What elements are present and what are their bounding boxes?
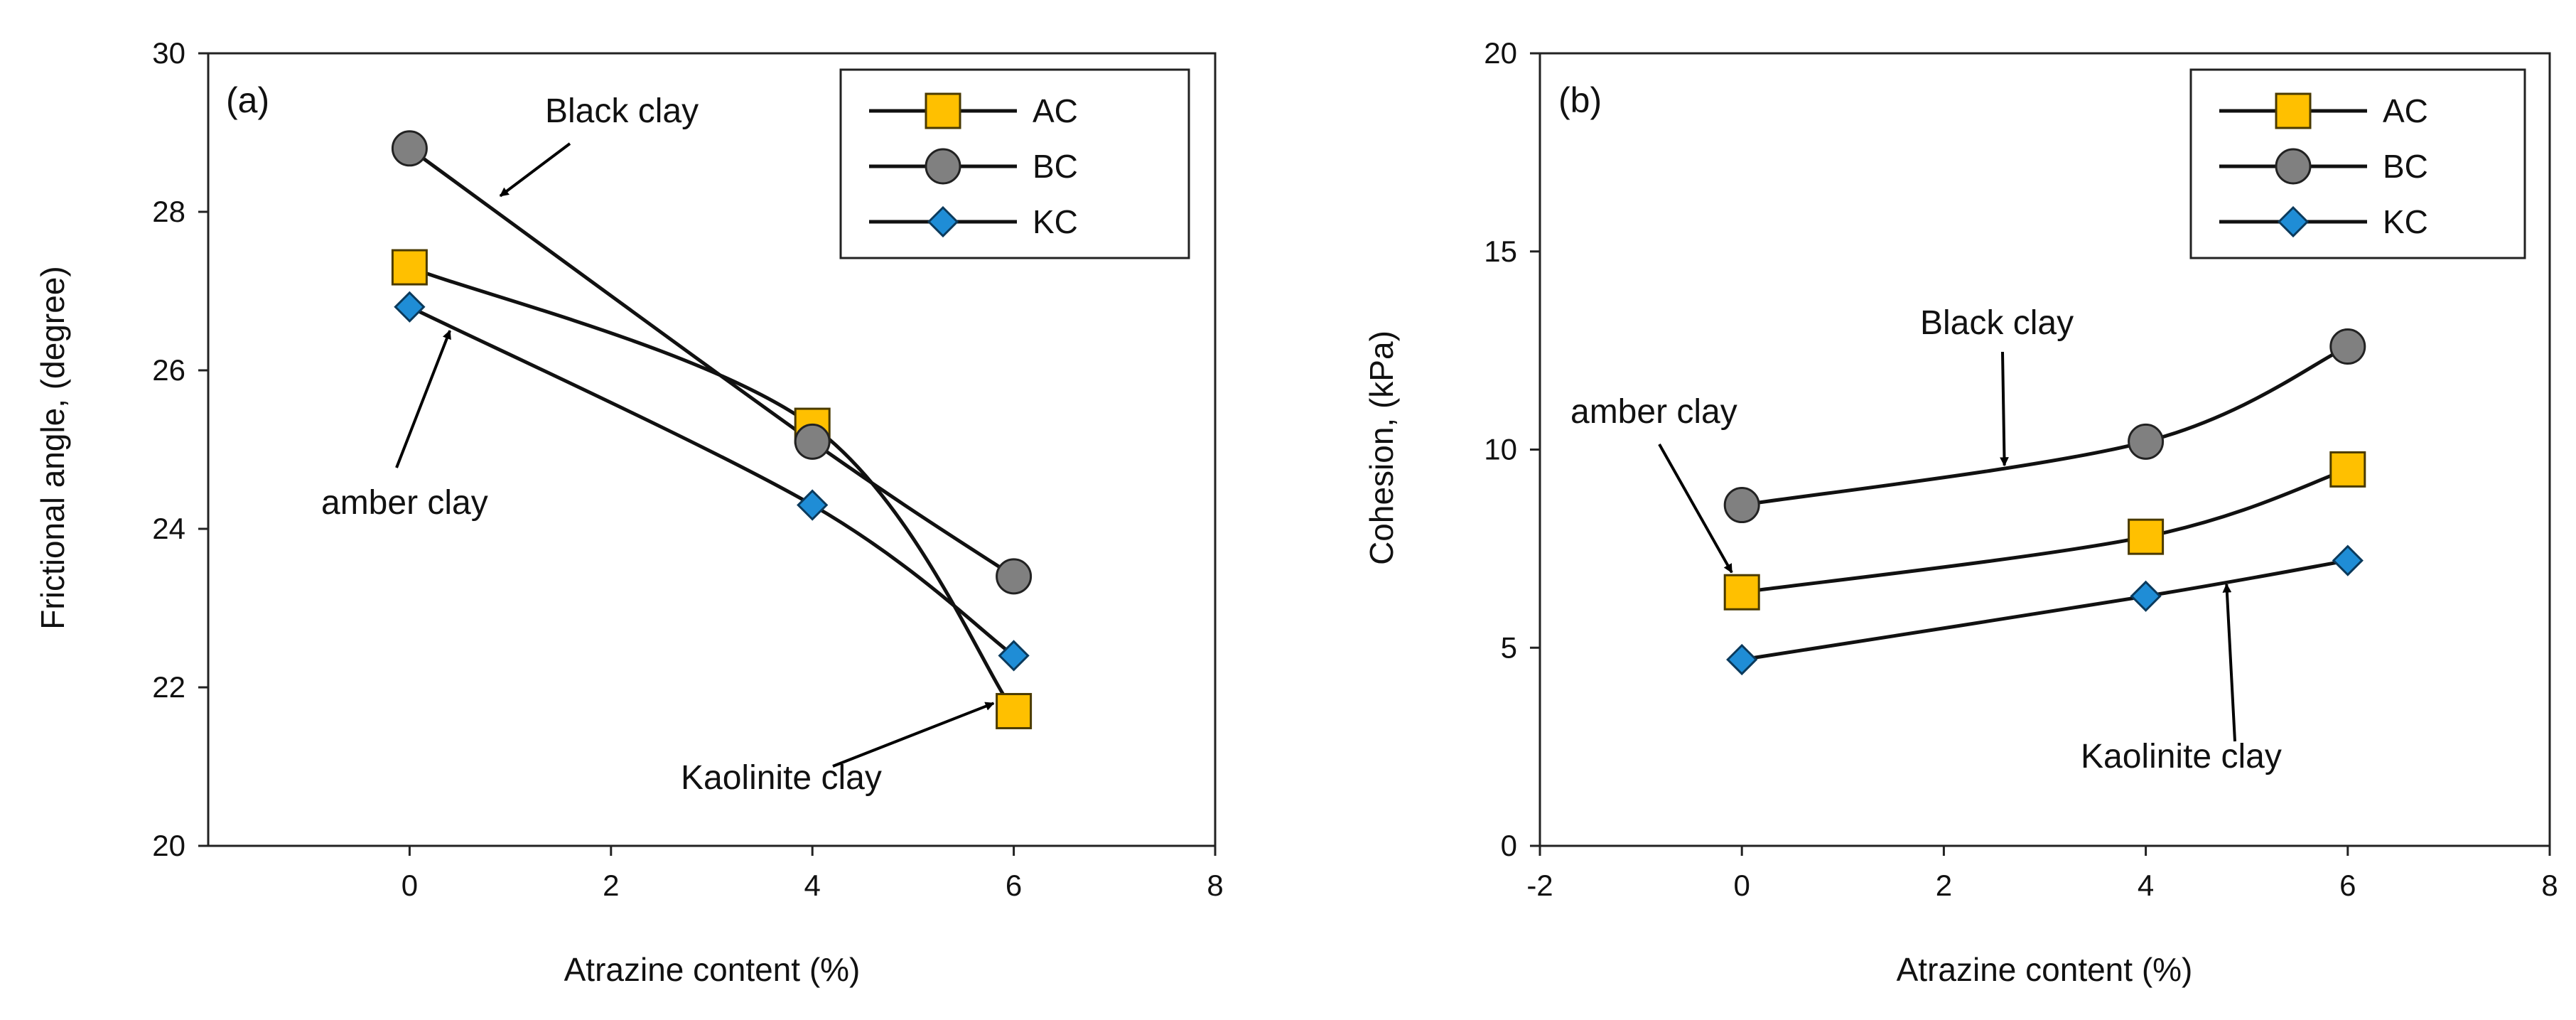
legend-label: KC [2383,203,2428,240]
x-axis-title: Atrazine content (%) [1897,951,2193,988]
legend-label: BC [2383,148,2428,185]
y-tick-label: 26 [152,353,185,387]
legend-marker-ac [925,92,961,129]
annotation-label: amber clay [1570,393,1737,431]
legend-box [839,68,1190,259]
annotation-arrow [2222,583,2236,742]
x-tick-label: 4 [2138,869,2154,902]
annotation-label: amber clay [321,484,488,522]
annotation-label: Black clay [545,92,699,130]
x-tick-label: 2 [1936,869,1952,902]
y-tick-label: 5 [1501,630,1517,664]
data-point-bc [794,423,831,460]
panel-label: (b) [1558,80,1602,120]
legend-box [2189,68,2526,259]
x-axis-title: Atrazine content (%) [564,951,861,988]
data-point-kc [1726,643,1758,676]
series-line-bc [408,146,1015,578]
x-tick-label: 0 [402,869,418,902]
legend-marker-kc [927,205,959,238]
data-point-ac [391,249,428,286]
data-point-bc [2128,423,2165,460]
legend-label: AC [2383,92,2428,129]
y-tick-label: 20 [1484,36,1517,70]
annotation-arrow [1658,444,1733,574]
data-point-kc [2130,580,2162,612]
series-line-bc [1741,345,2349,507]
x-tick-label: 0 [1734,869,1750,902]
annotation-arrow [499,142,571,198]
x-tick-label: 8 [2541,869,2558,902]
data-point-kc [2332,544,2364,576]
y-tick-label: 10 [1484,433,1517,466]
y-tick-label: 20 [152,829,185,862]
data-point-bc [391,130,428,167]
series-line-kc [1741,559,2349,662]
annotation-arrow [2000,351,2009,467]
series-line-kc [409,305,1015,657]
y-axis-title: Frictional angle, (degree) [34,266,71,629]
data-point-ac [2329,451,2366,488]
legend-marker-ac [2275,92,2312,129]
legend-label: KC [1033,203,1078,240]
panel-b: 0 5 10 15 20 -2 0 2 4 6 8 (b) Atrazine content (%) Co… [1363,36,2558,988]
data-point-ac [2128,518,2165,555]
legend-label: AC [1033,92,1078,129]
data-point-ac [1723,574,1760,611]
y-tick-label: 28 [152,195,185,228]
data-point-bc [996,558,1033,595]
x-tick-label: -2 [1526,869,1553,902]
x-tick-label: 6 [2339,869,2356,902]
series-line-ac [1741,468,2349,594]
annotation-label: Black clay [1920,304,2074,342]
legend-marker-kc [2277,205,2310,238]
annotation-label: Kaolinite clay [2081,738,2282,775]
y-tick-label: 30 [152,36,185,70]
panel-label: (a) [226,80,269,120]
x-tick-label: 6 [1006,869,1022,902]
annotation-arrow [395,330,451,468]
y-tick-label: 24 [152,512,185,545]
data-point-bc [1723,487,1760,524]
data-point-kc [797,489,829,521]
x-tick-label: 8 [1207,869,1223,902]
annotation-label: Kaolinite clay [681,759,882,797]
y-tick-label: 0 [1501,829,1517,862]
y-tick-label: 22 [152,670,185,704]
y-tick-label: 15 [1484,235,1517,268]
x-tick-label: 2 [603,869,619,902]
data-point-kc [394,291,426,323]
data-point-bc [2329,328,2366,365]
data-point-kc [998,640,1030,672]
x-tick-label: 4 [804,869,821,902]
y-axis-title: Cohesion, (kPa) [1363,331,1400,565]
legend-marker-bc [2275,148,2312,185]
annotation-arrow [832,702,995,768]
legend-label: BC [1033,148,1078,185]
legend-marker-bc [925,148,961,185]
data-point-ac [996,692,1033,729]
